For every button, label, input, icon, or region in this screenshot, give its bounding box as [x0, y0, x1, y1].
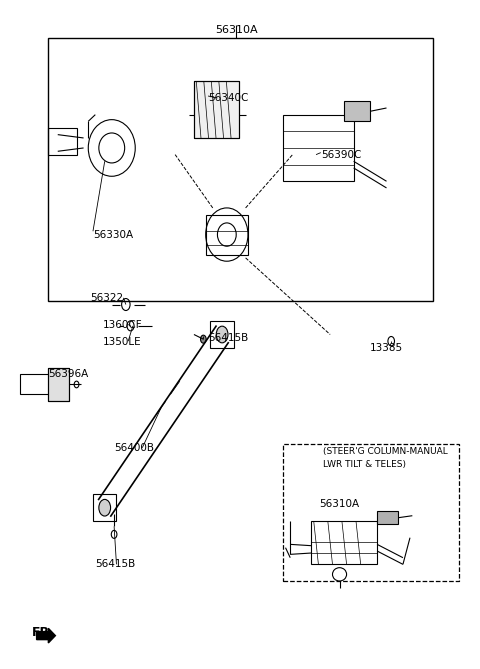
- Text: 13385: 13385: [370, 343, 403, 353]
- Bar: [377, 511, 398, 524]
- Ellipse shape: [99, 499, 110, 516]
- Bar: [48, 368, 70, 401]
- Text: (STEER'G COLUMN-MANUAL: (STEER'G COLUMN-MANUAL: [323, 447, 448, 456]
- Text: 56400B: 56400B: [114, 443, 154, 453]
- Text: 56415B: 56415B: [208, 333, 248, 343]
- Bar: [194, 82, 239, 138]
- Text: LWR TILT & TELES): LWR TILT & TELES): [323, 460, 406, 469]
- Bar: [206, 215, 248, 254]
- Bar: [344, 101, 370, 121]
- Bar: [48, 38, 433, 301]
- Text: 56330A: 56330A: [93, 229, 133, 240]
- Text: 1360CF: 1360CF: [102, 320, 142, 330]
- Text: 56340C: 56340C: [208, 93, 249, 103]
- Text: 56310A: 56310A: [215, 25, 258, 35]
- Bar: [283, 444, 459, 581]
- Bar: [48, 368, 70, 401]
- Text: FR.: FR.: [32, 626, 55, 640]
- Bar: [210, 321, 234, 348]
- Bar: [194, 82, 239, 138]
- Bar: [93, 494, 117, 521]
- Ellipse shape: [201, 335, 206, 343]
- Text: 56415B: 56415B: [96, 559, 135, 569]
- Text: 56396A: 56396A: [48, 369, 89, 379]
- Text: 56322: 56322: [91, 293, 124, 303]
- Text: 56310A: 56310A: [320, 499, 360, 509]
- Ellipse shape: [216, 326, 228, 343]
- Text: 56390C: 56390C: [321, 150, 361, 160]
- FancyArrow shape: [36, 628, 55, 643]
- Bar: [283, 114, 354, 181]
- Text: 1350LE: 1350LE: [102, 337, 141, 347]
- Bar: [20, 375, 53, 395]
- Bar: [312, 521, 377, 565]
- Bar: [48, 128, 76, 155]
